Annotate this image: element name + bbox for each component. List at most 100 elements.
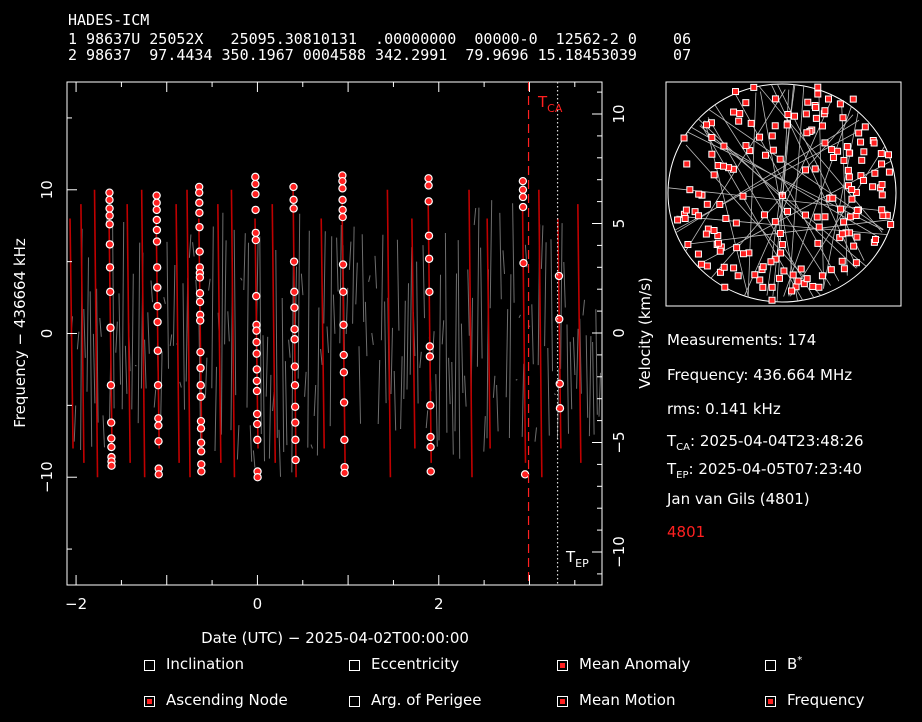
measurement-point [106, 287, 115, 297]
sky-point [821, 213, 829, 221]
sky-point [735, 117, 743, 125]
sky-point [721, 283, 729, 291]
checkbox-box[interactable] [349, 696, 360, 707]
measurement-point [520, 470, 530, 479]
measurement-point [253, 473, 262, 482]
sky-point [887, 220, 895, 228]
checkbox-mean-anomaly[interactable] [557, 658, 572, 673]
sky-point [821, 107, 829, 115]
sky-point [695, 212, 703, 220]
measurement-point [339, 368, 349, 377]
fit-curve [320, 218, 326, 449]
sky-point [683, 160, 691, 168]
fit-curve [486, 218, 491, 449]
sky-point [771, 122, 779, 130]
checkbox-label: Mean Anomaly [579, 655, 691, 673]
measurement-point [195, 297, 205, 307]
sky-point [769, 146, 777, 154]
measurement-point [554, 271, 564, 281]
sky-point [710, 227, 718, 235]
checkbox-box[interactable] [144, 696, 155, 707]
checkbox-label: B* [787, 655, 803, 673]
sky-point [747, 119, 755, 127]
checkbox-box[interactable] [144, 660, 155, 671]
checkbox-b[interactable] [765, 658, 780, 673]
fit-curve [175, 204, 180, 463]
sky-point [756, 133, 764, 141]
sky-point [846, 213, 854, 221]
sky-point [742, 142, 750, 150]
measurement-point [426, 432, 435, 442]
measurement-point [251, 205, 260, 215]
checkbox-box[interactable] [557, 696, 568, 707]
sky-point [746, 147, 754, 155]
measurement-point [195, 247, 204, 256]
measurement-point [107, 442, 116, 452]
checkbox-eccentricity[interactable] [349, 658, 364, 673]
measurement-point [195, 198, 204, 207]
checkbox-inclination[interactable] [144, 658, 159, 673]
sky-point [697, 260, 705, 268]
sky-point [703, 200, 711, 208]
y-tick-label: −10 [38, 461, 56, 493]
checkbox-box[interactable] [765, 696, 776, 707]
measurement-point [290, 303, 299, 312]
measurement-point [153, 301, 162, 311]
checkbox-label: Mean Motion [579, 691, 676, 709]
measurement-point [338, 212, 347, 222]
measurement-point [195, 289, 205, 298]
measurement-point [424, 181, 433, 190]
sky-point [708, 134, 716, 142]
sky-point [702, 230, 710, 238]
checkbox-box[interactable] [557, 660, 568, 671]
measurement-point [107, 461, 116, 470]
sky-track [744, 100, 832, 297]
sky-point [877, 150, 885, 158]
velocity-tick-label: 5 [610, 219, 628, 229]
sky-point [684, 241, 692, 249]
sky-point [885, 151, 893, 159]
measurement-point [339, 320, 348, 330]
sky-point [733, 244, 741, 252]
measurement-point [153, 317, 162, 327]
checkbox-frequency[interactable] [765, 694, 780, 709]
measurement-point [152, 215, 162, 225]
sky-point [852, 259, 860, 267]
sky-point [857, 138, 865, 146]
checkbox-arg-of-perigee[interactable] [349, 694, 364, 709]
sky-point [812, 114, 820, 122]
noise-band [70, 200, 601, 477]
sky-point [797, 265, 805, 273]
measurement-point [105, 188, 114, 197]
checkbox-mean-motion[interactable] [557, 694, 572, 709]
measurement-point [424, 254, 434, 263]
measurement-point [195, 208, 204, 217]
measurement-point [338, 260, 348, 269]
measurement-point [105, 220, 114, 229]
measurement-point [290, 287, 299, 297]
sky-point [829, 154, 837, 162]
sky-track [714, 104, 831, 286]
measurement-point [105, 263, 115, 272]
sky-point [768, 283, 776, 291]
y-tick-label: 10 [38, 180, 56, 199]
checkbox-box[interactable] [349, 660, 360, 671]
fit-curve [292, 189, 297, 478]
svg-text:+: + [778, 189, 786, 200]
sky-point [885, 168, 893, 176]
measurement-point [290, 335, 299, 344]
checkbox-label: Ascending Node [166, 691, 288, 709]
measurement-point [291, 435, 300, 445]
measurement-point [252, 386, 262, 396]
measurement-point [251, 172, 260, 182]
sky-point [829, 194, 837, 202]
measurement-point [339, 350, 348, 360]
sky-point [827, 266, 835, 274]
checkbox-box[interactable] [765, 660, 776, 671]
sky-point [878, 191, 886, 199]
sky-point [776, 229, 784, 237]
sky-point [767, 258, 775, 266]
measurement-point [289, 257, 299, 266]
checkbox-ascending-node[interactable] [144, 694, 159, 709]
sky-point [879, 212, 887, 220]
